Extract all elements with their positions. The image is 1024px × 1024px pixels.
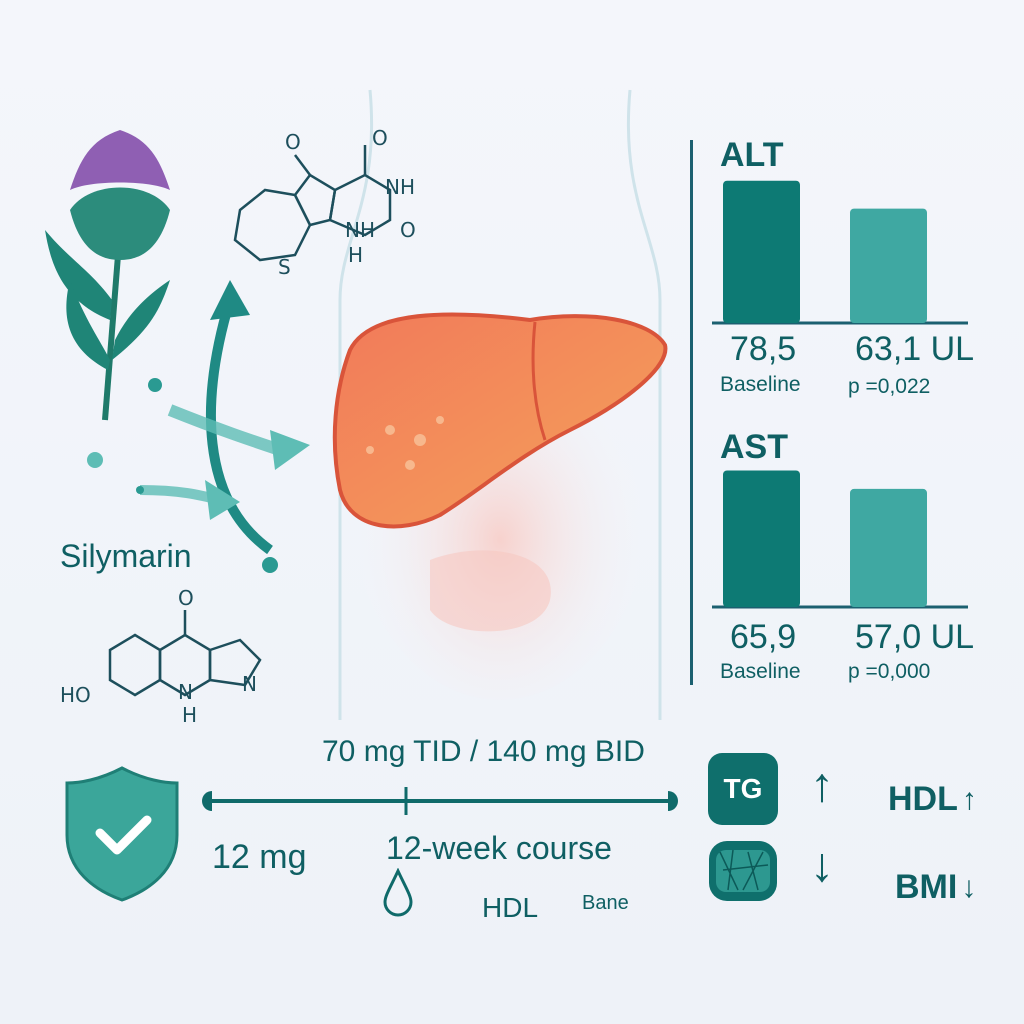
atom-label: S [278,255,291,279]
liver-icon [332,312,668,529]
panel-divider [690,140,693,685]
bmi-down-indicator: BMI ↓ [895,868,976,907]
hdl-small-label: HDL [482,892,539,923]
bmi-down-arrow-icon: ↓ [961,870,977,904]
down-arrow-icon: ↓ [810,839,834,892]
ast-title: AST [720,428,788,466]
atom-label: NH [345,218,375,242]
bar-charts [712,180,968,609]
shield-check-icon [65,766,179,902]
ast-baseline-label: Baseline [720,660,801,683]
arrow-up-icon [210,280,250,320]
hdl-label: HDL [888,780,958,818]
baseline-bar-ast [723,470,800,607]
atom-label: O [372,126,388,150]
tg-badge: TG [708,753,778,825]
chemical-structure-bottom [108,610,262,697]
fat-tissue-icon [709,841,777,901]
hdl-up-arrow-icon: ↑ [961,782,977,816]
atom-label: HO [60,683,91,707]
flow-arrows [87,280,310,573]
atom-label: N [178,680,193,704]
bmi-label: BMI [895,868,958,906]
milk-thistle-icon [45,130,170,421]
dosing-regimen: 70 mg TID / 140 mg BID [322,735,645,768]
ast-baseline-value: 65,9 [730,618,797,656]
alt-baseline-value: 78,5 [730,330,797,368]
alt-title: ALT [720,136,784,174]
timeline [202,787,678,815]
drop-icon [383,868,413,917]
atom-label: O [178,586,194,610]
baseline-bar-alt [723,180,800,323]
atom-label: N [242,672,257,696]
silymarin-label: Silymarin [60,538,192,574]
alt-baseline-label: Baseline [720,373,801,396]
bane-label: Bane [582,892,629,914]
ast-p-value: p =0,000 [848,660,931,683]
tg-label: TG [723,773,763,804]
followup-bar-ast [850,488,927,607]
alt-followup-value: 63,1 UL [855,330,975,368]
alt-p-value: p =0,022 [848,375,931,398]
atom-label: O [285,130,301,154]
atom-label: H [182,703,198,727]
low-dose-label: 12 mg [212,838,307,876]
course-label: 12-week course [386,830,612,866]
hdl-up-indicator: HDL ↑ [888,780,977,819]
atom-label: NH [385,175,415,199]
atom-label: H [348,243,364,267]
ast-followup-value: 57,0 UL [855,618,975,656]
followup-bar-alt [850,208,927,323]
up-arrow-icon: ↑ [810,759,834,812]
atom-label: O [400,218,416,242]
chemical-structure-top [233,145,392,262]
